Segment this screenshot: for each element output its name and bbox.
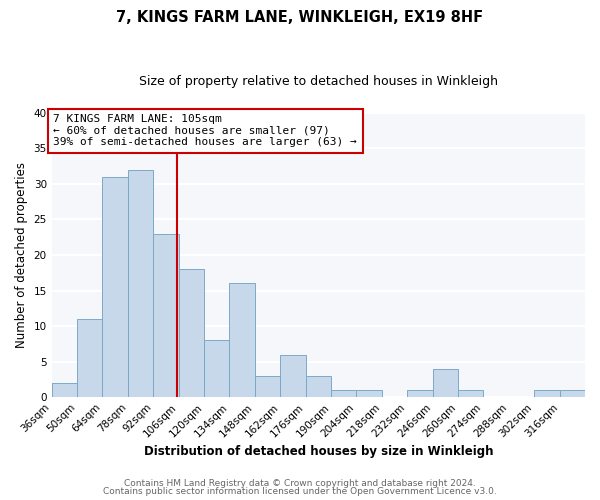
Bar (255, 376, 280, 397)
Bar (356, 390, 382, 397)
Bar (433, 369, 458, 397)
Bar (52, 383, 77, 397)
Bar (103, 177, 128, 397)
Bar (560, 390, 585, 397)
Text: Contains public sector information licensed under the Open Government Licence v3: Contains public sector information licen… (103, 487, 497, 496)
Text: 7, KINGS FARM LANE, WINKLEIGH, EX19 8HF: 7, KINGS FARM LANE, WINKLEIGH, EX19 8HF (116, 10, 484, 25)
Bar (407, 390, 433, 397)
Text: Contains HM Land Registry data © Crown copyright and database right 2024.: Contains HM Land Registry data © Crown c… (124, 478, 476, 488)
Bar (77, 319, 103, 397)
Bar (204, 340, 229, 397)
Text: 7 KINGS FARM LANE: 105sqm
← 60% of detached houses are smaller (97)
39% of semi-: 7 KINGS FARM LANE: 105sqm ← 60% of detac… (53, 114, 357, 148)
Bar (458, 390, 484, 397)
Bar (229, 284, 255, 397)
Bar (128, 170, 153, 397)
Bar (331, 390, 356, 397)
Bar (153, 234, 179, 397)
X-axis label: Distribution of detached houses by size in Winkleigh: Distribution of detached houses by size … (143, 444, 493, 458)
Bar (179, 269, 204, 397)
Bar (305, 376, 331, 397)
Y-axis label: Number of detached properties: Number of detached properties (15, 162, 28, 348)
Title: Size of property relative to detached houses in Winkleigh: Size of property relative to detached ho… (139, 75, 498, 88)
Bar (280, 354, 305, 397)
Bar (534, 390, 560, 397)
